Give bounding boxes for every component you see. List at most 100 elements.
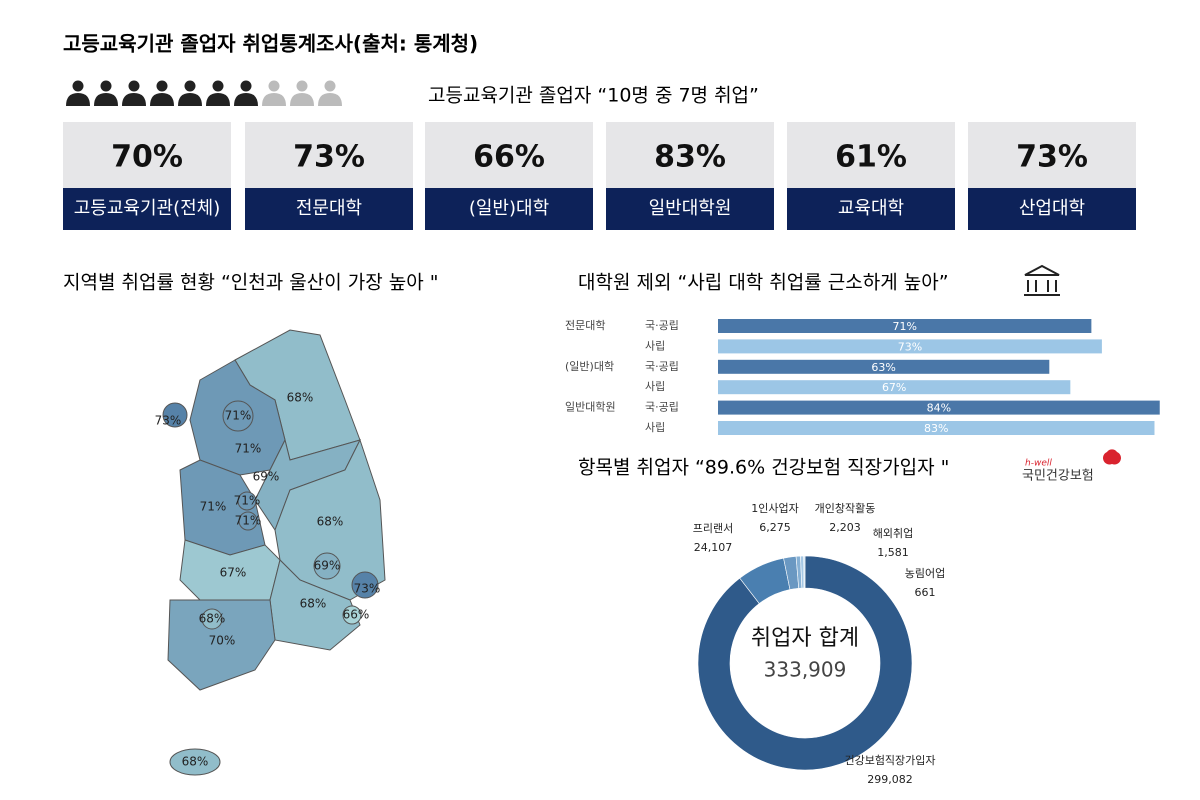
donut-center-title: 취업자 합계: [751, 626, 859, 651]
region: [201, 608, 223, 630]
bar: [718, 400, 1160, 415]
person-icon: [72, 80, 84, 92]
card-bottom: [245, 188, 413, 230]
person-icon: [296, 80, 308, 92]
region-label: 66%: [343, 608, 370, 622]
person-icon: [156, 80, 168, 92]
region-label: 71%: [234, 494, 261, 508]
bar-label: 83%: [924, 422, 948, 435]
sub-label: 사립: [645, 339, 665, 352]
region-label: 69%: [314, 559, 341, 573]
page-title: 고등교육기관 졸업자 취업통계조사(출처: 통계청): [63, 32, 478, 56]
card-value: 83%: [654, 140, 726, 175]
region-label: 71%: [225, 409, 252, 423]
region: [222, 400, 254, 432]
bar: [718, 421, 1155, 435]
region-label: 71%: [235, 442, 262, 456]
region-label: 68%: [287, 391, 314, 405]
slice-value: 1,581: [877, 546, 909, 559]
person-icon: [122, 93, 146, 106]
pie-title: 항목별 취업자 “89.6% 건강보험 직장가입자 ": [578, 457, 949, 479]
bar-label: 71%: [892, 320, 916, 333]
person-icon: [268, 80, 280, 92]
bar-title: 대학원 제외 “사립 대학 취업률 근소하게 높아”: [578, 272, 949, 294]
card-top: [63, 122, 231, 188]
card-top: [968, 122, 1136, 188]
person-icon: [206, 93, 230, 106]
card-label: (일반)대학: [469, 198, 549, 219]
person-icon: [240, 80, 252, 92]
card-label: 전문대학: [296, 198, 362, 219]
donut-slice: [697, 555, 913, 771]
region-label: 70%: [209, 634, 236, 648]
card-top: [425, 122, 593, 188]
region: [313, 552, 341, 580]
bar: [718, 319, 1092, 333]
group-label: (일반)대학: [565, 359, 614, 373]
person-icon: [128, 80, 140, 92]
region: [167, 599, 276, 691]
region: [342, 605, 362, 625]
person-icon: [262, 93, 286, 106]
slice-value: 2,203: [829, 521, 861, 534]
region-label: 73%: [155, 414, 182, 428]
slice-name: 농림어업: [905, 567, 945, 580]
person-icon: [100, 80, 112, 92]
bar: [718, 339, 1102, 354]
bar: [718, 380, 1071, 395]
region-label: 68%: [317, 515, 344, 529]
region-label: 73%: [354, 582, 381, 596]
slice-name: 프리랜서: [693, 522, 733, 535]
slice-name: 개인창작활동: [815, 501, 876, 515]
region-label: 71%: [235, 514, 262, 528]
person-icon: [234, 93, 258, 106]
card-top: [787, 122, 955, 188]
person-icon: [290, 93, 314, 106]
sub-label: 국·공립: [645, 319, 679, 332]
card-bottom: [425, 188, 593, 230]
slice-value: 24,107: [694, 541, 733, 554]
region-label: 68%: [300, 597, 327, 611]
card-bottom: [63, 188, 231, 230]
card-bottom: [606, 188, 774, 230]
group-label: 전문대학: [565, 319, 605, 332]
people-caption: 고등교육기관 졸업자 “10명 중 7명 취업”: [428, 85, 759, 107]
region: [237, 491, 257, 511]
map-title: 지역별 취업률 현황 “인천과 울산이 가장 높아 ": [63, 272, 439, 294]
slice-value: 661: [915, 586, 936, 599]
logo-icon: [1103, 449, 1121, 465]
person-icon: [324, 80, 336, 92]
card-top: [606, 122, 774, 188]
card-bottom: [787, 188, 955, 230]
slice-name: 건강보험직장가입자: [844, 754, 935, 767]
slice-name: 해외취업: [873, 526, 913, 540]
region: [169, 748, 221, 776]
card-bottom: [968, 188, 1136, 230]
slice-name: 1인사업자: [751, 502, 798, 515]
logo-name: 국민건강보험: [1022, 469, 1094, 484]
sub-label: 사립: [645, 380, 665, 393]
region: [162, 402, 188, 428]
card-value: 66%: [473, 140, 545, 175]
region-label: 69%: [253, 470, 280, 484]
region: [351, 571, 379, 599]
slice-value: 299,082: [867, 773, 913, 786]
donut-total: 333,909: [764, 658, 847, 682]
logo-tag: h-well: [1025, 459, 1052, 469]
card-label: 고등교육기관(전체): [74, 198, 221, 219]
card-label: 일반대학원: [649, 198, 732, 219]
card-top: [245, 122, 413, 188]
person-icon: [212, 80, 224, 92]
person-icon: [66, 93, 90, 106]
card-label: 교육대학: [838, 198, 904, 219]
card-value: 73%: [293, 140, 365, 175]
card-value: 61%: [835, 140, 907, 175]
donut-slice: [803, 555, 806, 589]
person-icon: [184, 80, 196, 92]
group-label: 일반대학원: [565, 400, 616, 414]
bar-label: 67%: [882, 381, 906, 394]
bar: [718, 359, 1050, 374]
bar-label: 63%: [871, 361, 895, 374]
sub-label: 국·공립: [645, 401, 679, 414]
card-value: 73%: [1016, 140, 1088, 175]
